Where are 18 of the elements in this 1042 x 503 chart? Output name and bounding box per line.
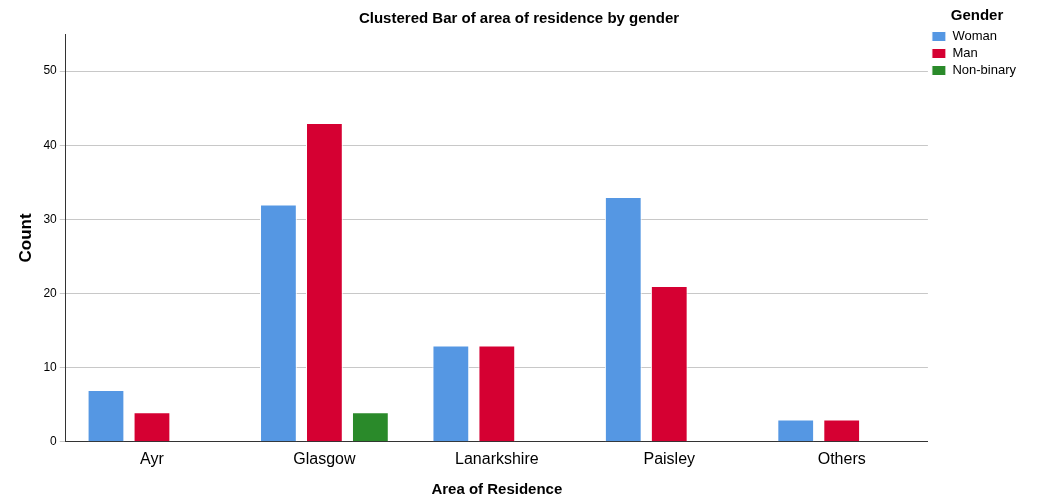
legend-label: Non-binary [952,62,1017,78]
y-tick-label: 30 [43,211,58,226]
y-tick-label: 40 [43,137,58,152]
y-tick-label: 20 [43,285,58,300]
y-tick-label: 50 [43,63,58,78]
y-tick-label: 10 [43,359,58,374]
x-axis-title: Area of Residence [431,480,563,498]
y-tick-label: 0 [50,434,58,449]
x-tick-label: Others [817,449,866,467]
x-tick-label: Ayr [140,449,165,467]
x-tick-label: Glasgow [293,449,356,467]
x-tick-label: Lanarkshire [455,449,539,467]
legend-label: Man [952,45,978,61]
legend-label: Woman [952,28,997,44]
y-axis-title: Count [15,213,35,263]
legend-title: Gender [950,5,1004,23]
x-tick-label: Paisley [643,449,696,467]
chart-title: Clustered Bar of area of residence by gender [358,9,680,27]
